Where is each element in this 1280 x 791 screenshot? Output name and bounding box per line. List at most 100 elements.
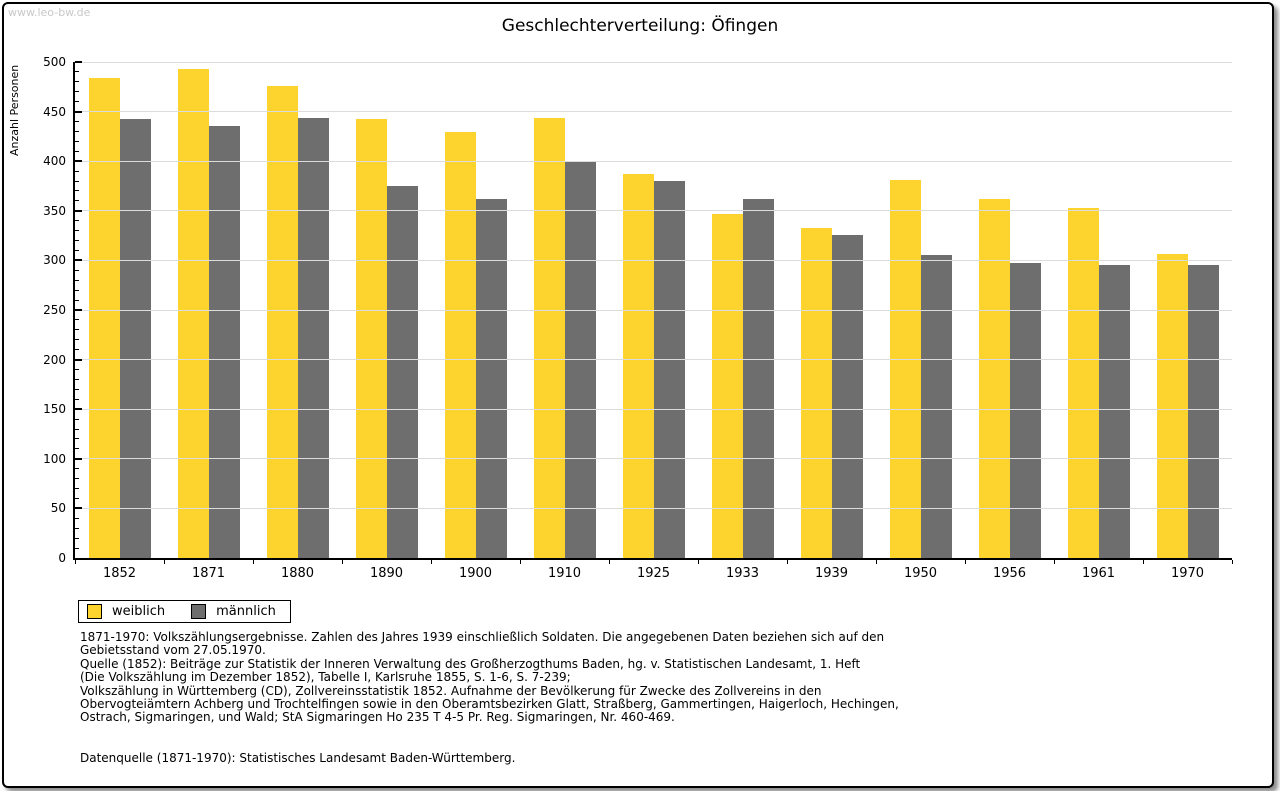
footnote-line: Gebietsstand vom 27.05.1970. (80, 643, 266, 658)
y-minor-tick (75, 71, 79, 73)
y-minor-tick (75, 497, 79, 499)
bar-männlich-1950 (920, 255, 952, 558)
bar-group-1939: 1939 (787, 62, 876, 581)
gridline (75, 210, 1232, 212)
y-minor-tick (75, 130, 79, 132)
y-minor-tick (75, 488, 79, 490)
footnote-line: Ostrach, Sigmaringen, und Wald; StA Sigm… (80, 710, 675, 725)
x-tick-label: 1939 (814, 566, 849, 581)
legend-swatch-maennlich (191, 604, 207, 619)
x-tick (74, 560, 76, 564)
x-tick (697, 560, 699, 564)
y-minor-tick (75, 547, 79, 549)
y-minor-tick (75, 388, 79, 390)
x-tick (430, 560, 432, 564)
bar-group-1933: 1933 (698, 62, 787, 581)
x-tick-label: 1880 (280, 566, 315, 581)
legend-item-maennlich: männlich (191, 604, 276, 619)
x-tick-label: 1925 (636, 566, 671, 581)
y-minor-tick (75, 150, 79, 152)
bar-männlich-1939 (831, 234, 863, 558)
bar-group-1970: 1970 (1143, 62, 1232, 581)
bar-group-1950: 1950 (876, 62, 965, 581)
y-axis-tick-labels: 0 50 100 150 200 250 300 350 400 450 500 (0, 56, 66, 564)
bar-group-1890: 1890 (342, 62, 431, 581)
legend-swatch-weiblich (87, 604, 102, 619)
footnotes: 1871-1970: Volkszählungsergebnisse. Zahl… (80, 630, 899, 725)
legend-label-weiblich: weiblich (112, 604, 166, 619)
y-minor-tick (75, 289, 79, 291)
footnote-line: Volkszählung in Württemberg (CD), Zollve… (80, 683, 822, 698)
bar-weiblich-1871 (177, 68, 209, 558)
y-major-tick (75, 61, 82, 63)
y-minor-tick (75, 180, 79, 182)
y-minor-tick (75, 418, 79, 420)
y-tick-label: 300 (43, 253, 66, 268)
bar-weiblich-1956 (978, 198, 1010, 558)
x-tick-label: 1910 (547, 566, 582, 581)
x-tick (786, 560, 788, 564)
y-minor-tick (75, 468, 79, 470)
y-tick-label: 450 (43, 104, 66, 119)
bar-männlich-1956 (1009, 263, 1041, 558)
y-minor-tick (75, 349, 79, 351)
chart-title: Geschlechterverteilung: Öfingen (501, 16, 779, 37)
bar-group-1956: 1956 (965, 62, 1054, 581)
gridline (75, 458, 1232, 460)
bar-männlich-1933 (742, 198, 774, 558)
gridline (75, 111, 1232, 113)
bar-weiblich-1933 (711, 213, 743, 558)
y-minor-tick (75, 339, 79, 341)
bar-weiblich-1910 (533, 117, 565, 558)
gridline (75, 259, 1232, 261)
y-tick-label: 250 (43, 303, 66, 317)
y-minor-tick (75, 81, 79, 83)
footnote-line: Obervogteiämtern Achberg und Trochtelfin… (80, 697, 899, 712)
x-tick (1231, 560, 1233, 564)
x-tick (1142, 560, 1144, 564)
x-tick (964, 560, 966, 564)
bar-männlich-1852 (119, 118, 151, 558)
bar-männlich-1970 (1187, 265, 1219, 558)
y-minor-tick (75, 121, 79, 123)
x-tick-label: 1890 (369, 566, 404, 581)
x-tick (341, 560, 343, 564)
bar-weiblich-1961 (1067, 207, 1099, 558)
y-minor-tick (75, 140, 79, 142)
gridline (75, 408, 1232, 410)
y-major-tick (75, 209, 82, 212)
x-tick-label: 1970 (1170, 566, 1205, 581)
y-tick-label: 0 (58, 551, 66, 565)
chart-plot: 1852 1871 1880 1890 1900 1910 1925 1933 1939 1950… (73, 61, 1233, 581)
y-major-tick (75, 309, 82, 311)
x-tick (875, 560, 877, 564)
y-major-tick (75, 259, 82, 262)
x-tick (163, 560, 165, 564)
y-minor-tick (75, 230, 79, 232)
bar-weiblich-1970 (1156, 254, 1188, 558)
y-minor-tick (75, 478, 79, 480)
bar-weiblich-1900 (444, 132, 476, 558)
bar-group-1880: 1880 (253, 62, 342, 581)
y-minor-tick (75, 369, 79, 371)
bar-weiblich-1890 (355, 118, 387, 558)
legend: weiblich männlich (78, 600, 291, 623)
y-minor-tick (75, 101, 79, 103)
x-tick-label: 1950 (903, 566, 938, 581)
y-minor-tick (75, 269, 79, 271)
x-tick (1053, 560, 1055, 564)
x-tick-label: 1933 (725, 566, 760, 581)
x-tick-label: 1871 (191, 566, 226, 581)
bar-männlich-1910 (564, 162, 596, 558)
y-major-tick (75, 507, 82, 510)
bar-weiblich-1925 (622, 174, 654, 558)
x-tick (608, 560, 610, 564)
bar-weiblich-1852 (88, 77, 120, 558)
y-minor-tick (75, 170, 79, 172)
y-minor-tick (75, 220, 79, 222)
bar-männlich-1871 (208, 126, 240, 558)
bar-männlich-1890 (386, 186, 418, 558)
bar-männlich-1900 (475, 198, 507, 558)
y-minor-tick (75, 200, 79, 202)
y-major-tick (75, 457, 82, 460)
